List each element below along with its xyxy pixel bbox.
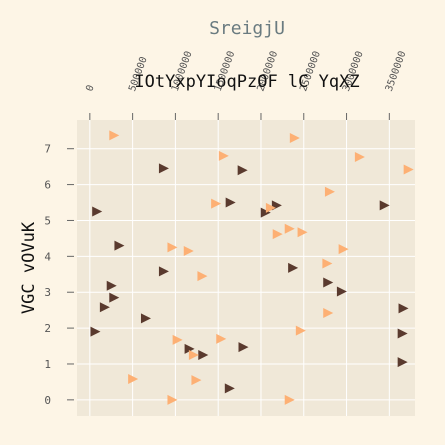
chart-title: IOtYxpYIoqPzOF lC YqXZ xyxy=(134,72,359,92)
data-point xyxy=(289,132,300,143)
data-point xyxy=(90,326,101,337)
data-point xyxy=(128,374,139,385)
y-tick-label: 4 xyxy=(44,250,51,263)
gridlines xyxy=(77,120,415,416)
data-point xyxy=(398,303,409,314)
data-point xyxy=(379,200,390,211)
data-point xyxy=(211,198,222,209)
data-point xyxy=(114,240,125,251)
data-point xyxy=(323,308,334,319)
x-tick-label: 3500000 xyxy=(384,50,409,93)
data-point xyxy=(92,206,103,217)
data-point xyxy=(284,394,295,405)
data-point xyxy=(322,258,333,269)
data-point xyxy=(188,350,199,361)
data-point xyxy=(191,375,202,386)
data-point xyxy=(216,333,227,344)
data-point xyxy=(224,383,235,394)
data-point xyxy=(284,223,295,234)
data-point xyxy=(237,165,248,176)
x-axis-label: SreigjU xyxy=(209,18,285,39)
data-point xyxy=(323,277,334,288)
data-point xyxy=(99,302,110,313)
x-tick-label: 0 xyxy=(84,84,96,93)
data-point xyxy=(397,357,408,368)
data-point xyxy=(338,244,349,255)
y-tick-label: 5 xyxy=(44,214,51,227)
data-point xyxy=(197,271,208,282)
data-point xyxy=(109,292,120,303)
data-point xyxy=(397,328,408,339)
data-point xyxy=(265,202,276,213)
data-points xyxy=(90,130,414,405)
data-point xyxy=(218,150,229,161)
y-axis-ticks: 0 1 2 3 4 5 6 7 xyxy=(44,143,74,407)
data-point xyxy=(336,286,347,297)
y-tick-label: 7 xyxy=(44,143,51,156)
data-point xyxy=(184,343,195,354)
data-point xyxy=(167,394,178,405)
data-point xyxy=(183,245,194,256)
data-point xyxy=(288,262,299,273)
y-tick-label: 2 xyxy=(44,322,51,335)
y-tick-label: 1 xyxy=(44,358,51,371)
y-tick-label: 6 xyxy=(44,179,51,192)
data-point xyxy=(403,164,414,175)
data-point xyxy=(295,325,306,336)
data-point xyxy=(109,130,120,141)
data-point xyxy=(260,207,271,218)
data-point xyxy=(272,229,283,240)
plot-background xyxy=(77,120,415,416)
data-point xyxy=(238,342,249,353)
data-point xyxy=(324,186,335,197)
y-tick-label: 3 xyxy=(44,286,51,299)
data-point xyxy=(198,350,209,361)
data-point xyxy=(140,313,151,324)
data-point xyxy=(167,242,178,253)
data-point xyxy=(158,163,169,174)
data-point xyxy=(158,266,169,277)
y-axis-label: VGC vOVuK xyxy=(19,221,39,314)
data-point xyxy=(106,280,117,291)
data-point xyxy=(172,334,183,345)
data-point xyxy=(297,227,308,238)
data-point xyxy=(354,151,365,162)
y-tick-label: 0 xyxy=(44,394,51,407)
data-point xyxy=(225,197,236,208)
